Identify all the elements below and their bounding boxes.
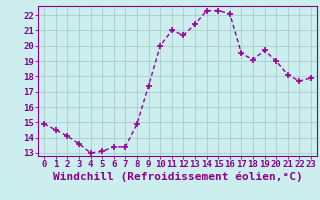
X-axis label: Windchill (Refroidissement éolien,°C): Windchill (Refroidissement éolien,°C) — [53, 172, 302, 182]
